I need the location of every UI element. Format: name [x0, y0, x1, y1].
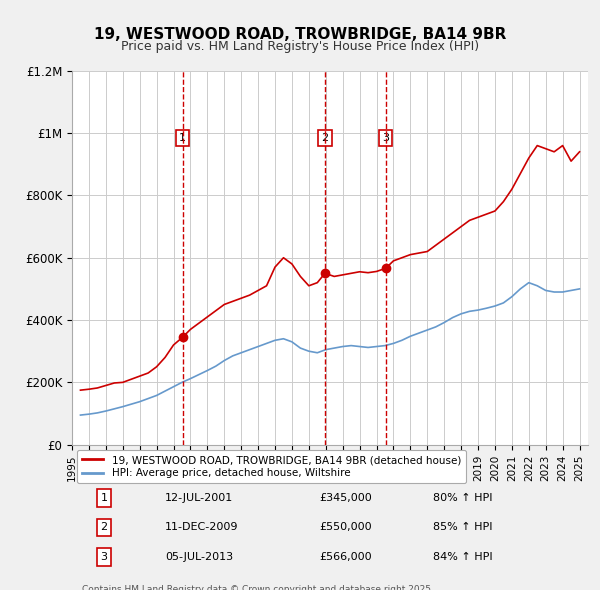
Text: 2: 2 [100, 523, 107, 532]
Text: 11-DEC-2009: 11-DEC-2009 [165, 523, 238, 532]
Text: 84% ↑ HPI: 84% ↑ HPI [433, 552, 493, 562]
Legend: 19, WESTWOOD ROAD, TROWBRIDGE, BA14 9BR (detached house), HPI: Average price, de: 19, WESTWOOD ROAD, TROWBRIDGE, BA14 9BR … [77, 450, 466, 483]
Text: £550,000: £550,000 [320, 523, 373, 532]
Text: 19, WESTWOOD ROAD, TROWBRIDGE, BA14 9BR: 19, WESTWOOD ROAD, TROWBRIDGE, BA14 9BR [94, 27, 506, 41]
Text: 1: 1 [100, 493, 107, 503]
Text: Contains HM Land Registry data © Crown copyright and database right 2025.
This d: Contains HM Land Registry data © Crown c… [82, 585, 434, 590]
Text: 85% ↑ HPI: 85% ↑ HPI [433, 523, 493, 532]
Text: 05-JUL-2013: 05-JUL-2013 [165, 552, 233, 562]
Text: 80% ↑ HPI: 80% ↑ HPI [433, 493, 493, 503]
Text: £345,000: £345,000 [320, 493, 373, 503]
Text: £566,000: £566,000 [320, 552, 373, 562]
Text: 3: 3 [382, 133, 389, 143]
Text: 12-JUL-2001: 12-JUL-2001 [165, 493, 233, 503]
Text: 2: 2 [322, 133, 328, 143]
Text: 1: 1 [179, 133, 186, 143]
Text: 3: 3 [100, 552, 107, 562]
Text: Price paid vs. HM Land Registry's House Price Index (HPI): Price paid vs. HM Land Registry's House … [121, 40, 479, 53]
